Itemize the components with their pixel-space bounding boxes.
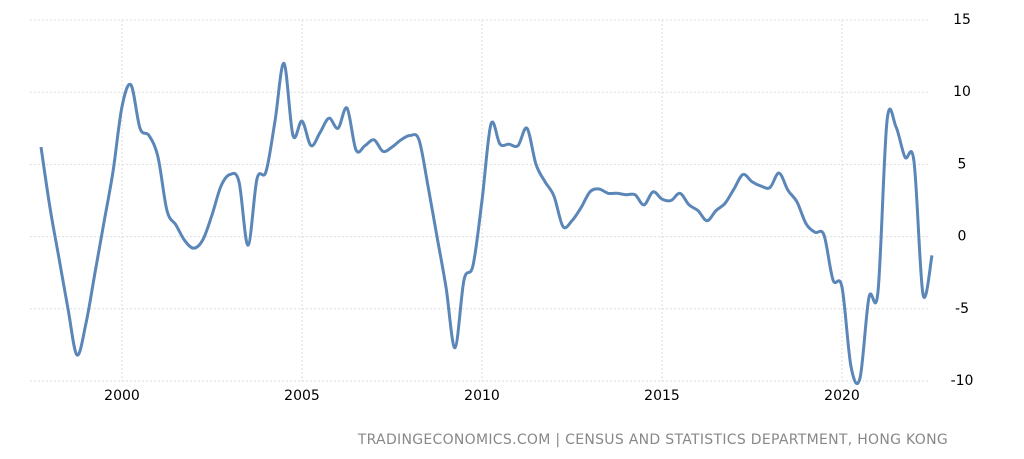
x-tick-label: 2015 bbox=[644, 388, 680, 404]
source: TRADINGECONOMICS.COM | CENSUS AND STATIS… bbox=[357, 432, 948, 448]
x-tick-label: 2020 bbox=[824, 388, 860, 404]
y-tick-label: 0 bbox=[958, 229, 967, 245]
x-tick-label: 2000 bbox=[104, 388, 140, 404]
y-tick-label: 5 bbox=[958, 156, 967, 172]
y-tick-label: 10 bbox=[953, 84, 971, 100]
x-tick-label: 2010 bbox=[464, 388, 500, 404]
y-tick-label: 15 bbox=[953, 12, 971, 28]
y-tick-label: -10 bbox=[951, 373, 974, 389]
y-tick-label: -5 bbox=[955, 301, 969, 317]
data-line bbox=[39, 61, 934, 386]
x-tick-label: 2005 bbox=[284, 388, 320, 404]
